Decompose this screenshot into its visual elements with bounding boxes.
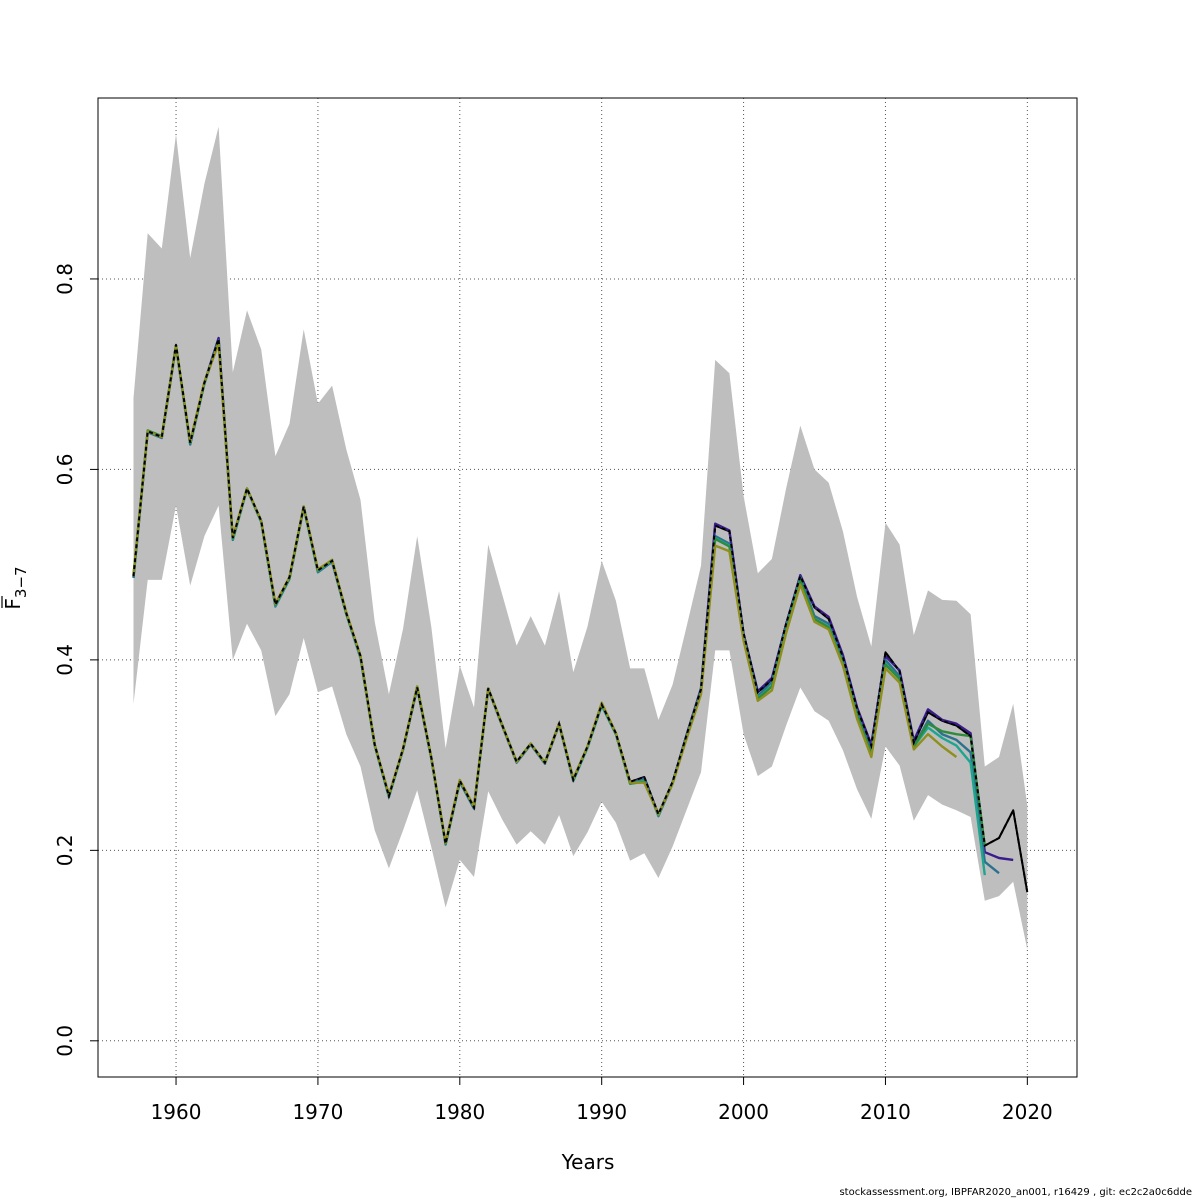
- y-tick-label-group-3: 0.6: [53, 454, 77, 486]
- x-axis-title: Years: [561, 1150, 615, 1174]
- x-tick-label-2000: 2000: [718, 1100, 769, 1124]
- confidence-band-layer: [133, 126, 1028, 950]
- y-tick-label-3: 0.6: [53, 454, 77, 486]
- y-tick-label-group-2: 0.4: [53, 644, 77, 676]
- y-tick-label-1: 0.2: [53, 834, 77, 866]
- y-axis-title-subscript: 3−7: [12, 566, 30, 598]
- x-tick-label-1980: 1980: [434, 1100, 485, 1124]
- x-tick-label-2010: 2010: [860, 1100, 911, 1124]
- series-line-dashed-overlay: [132, 338, 1029, 893]
- y-tick-label-group-4: 0.8: [53, 263, 77, 295]
- y-tick-label-0: 0.0: [53, 1025, 77, 1057]
- x-tick-label-1960: 1960: [151, 1100, 202, 1124]
- x-axis: 1960 1970 1980 1990 2000 2010 2020: [151, 1076, 1053, 1124]
- y-axis-title: F3−7: [1, 566, 30, 609]
- x-tick-label-1970: 1970: [292, 1100, 343, 1124]
- y-tick-label-group-1: 0.2: [53, 834, 77, 866]
- x-tick-label-1990: 1990: [576, 1100, 627, 1124]
- svg-text:F3−7: F3−7: [1, 566, 30, 609]
- y-axis: 0.0 0.2 0.4 0.6 0.8: [53, 263, 99, 1057]
- confidence-band: [133, 126, 1028, 950]
- x-tick-label-2020: 2020: [1002, 1100, 1053, 1124]
- y-tick-label-2: 0.4: [53, 644, 77, 676]
- y-tick-label-4: 0.8: [53, 263, 77, 295]
- y-tick-label-group-0: 0.0: [53, 1025, 77, 1057]
- footer-credit: stockassessment.org, IBPFAR2020_an001, r…: [839, 1187, 1192, 1198]
- series-layer: [132, 336, 1029, 893]
- y-axis-title-main: F: [1, 598, 25, 610]
